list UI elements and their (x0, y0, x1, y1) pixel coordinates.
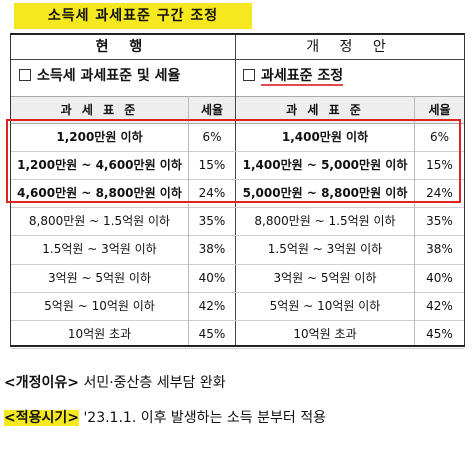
cell-current-rate: 6% (202, 130, 222, 144)
cell-proposed-rate: 35% (426, 214, 453, 229)
subhead-proposed: 과세표준 조정 (243, 63, 344, 89)
rate-column-divider (414, 96, 415, 345)
page-title: 소득세 과세표준 구간 조정 (14, 3, 252, 29)
cell-proposed-bracket: 5억원 ~ 10억원 이하 (269, 298, 381, 313)
cell-proposed-bracket: 8,800만원 ~ 1.5억원 이하 (254, 214, 396, 229)
checkbox-icon (19, 69, 31, 81)
cell-proposed-bracket: 3억원 ~ 5억원 이하 (273, 270, 377, 285)
cell-current-rate: 15% (198, 158, 226, 173)
reason-tag: <개정이유> (4, 375, 79, 391)
cell-current-rate: 42% (198, 298, 226, 313)
checkbox-icon (243, 69, 255, 81)
column-header-proposed: 개 정 안 (236, 35, 464, 60)
timing-line: <적용시기> '23.1.1. 이후 발생하는 소득 분부터 적용 (4, 407, 326, 427)
row-divider (11, 291, 464, 293)
row-divider (11, 263, 464, 265)
cell-proposed-bracket: 1,400만원 이하 (281, 130, 369, 144)
cell-proposed-rate: 40% (426, 270, 453, 285)
cell-proposed-bracket: 5,000만원 ~ 8,800만원 이하 (242, 186, 408, 201)
column-divider (235, 35, 236, 345)
cell-current-rate: 45% (198, 326, 226, 341)
row-divider (11, 319, 464, 321)
cell-proposed-rate: 45% (426, 326, 453, 341)
cell-current-bracket: 1,200만원 이하 (56, 130, 143, 144)
cell-current-rate: 40% (198, 270, 226, 285)
cell-current-bracket: 8,800만원 ~ 1.5억원 이하 (28, 214, 171, 229)
cell-current-rate: 24% (198, 186, 226, 201)
cell-current-bracket: 4,600만원 ~ 8,800만원 이하 (17, 186, 182, 201)
timing-tag: <적용시기> (4, 410, 79, 426)
emphasis-frame (6, 119, 461, 203)
subhead-current-label: 소득세 과세표준 및 세율 (37, 68, 181, 84)
cell-proposed-bracket: 1,400만원 ~ 5,000만원 이하 (242, 158, 408, 173)
cell-current-rate: 35% (198, 214, 226, 229)
row-divider (11, 347, 464, 349)
row-divider (11, 235, 464, 237)
cell-proposed-rate: 24% (426, 186, 453, 201)
cell-current-rate: 38% (198, 242, 226, 257)
timing-text: '23.1.1. 이후 발생하는 소득 분부터 적용 (83, 410, 326, 426)
cell-current-bracket: 3억원 ~ 5억원 이하 (47, 270, 151, 285)
row-divider (11, 207, 464, 209)
cell-current-bracket: 1,200만원 ~ 4,600만원 이하 (17, 158, 182, 173)
cell-proposed-bracket: 1.5억원 ~ 3억원 이하 (267, 242, 383, 257)
cell-proposed-rate: 38% (426, 242, 453, 257)
cell-proposed-rate: 42% (426, 298, 453, 313)
reason-line: <개정이유> 서민·중산층 세부담 완화 (4, 372, 226, 392)
cell-current-bracket: 5억원 ~ 10억원 이하 (44, 298, 155, 313)
reason-text: 서민·중산층 세부담 완화 (83, 375, 226, 391)
cell-proposed-rate: 6% (429, 130, 450, 144)
subhead-proposed-label: 과세표준 조정 (261, 68, 344, 86)
rate-column-divider (188, 96, 189, 345)
cell-current-bracket: 10억원 초과 (67, 326, 132, 341)
row-divider (11, 179, 464, 181)
cell-proposed-rate: 15% (426, 158, 453, 173)
row-divider (11, 151, 464, 153)
subhead-current: 소득세 과세표준 및 세율 (19, 63, 180, 89)
column-header-current: 현 행 (11, 35, 236, 60)
cell-proposed-bracket: 10억원 초과 (293, 326, 357, 341)
cell-current-bracket: 1.5억원 ~ 3억원 이하 (42, 242, 157, 257)
